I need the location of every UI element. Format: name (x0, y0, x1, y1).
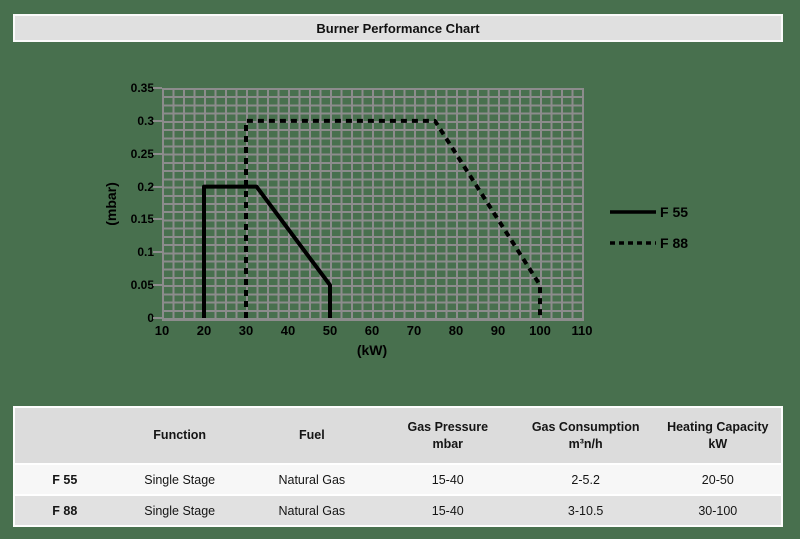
x-tick-label: 100 (529, 323, 551, 338)
table-cell: 15-40 (378, 494, 517, 525)
table-cell: Single Stage (114, 463, 245, 495)
y-tick-mark (153, 185, 162, 188)
y-tick-label: 0.05 (130, 278, 154, 293)
spec-table: Function Fuel Gas Pressure mbar Gas Consump… (15, 408, 781, 525)
x-tick-label: 30 (238, 323, 254, 338)
series-f-55 (202, 184, 332, 318)
page-title: Burner Performance Chart (316, 20, 480, 36)
y-tick-label: 0.35 (130, 81, 154, 95)
y-tick-mark (153, 317, 162, 319)
x-tick-label: 80 (448, 323, 464, 338)
y-tick-label: 0.2 (137, 179, 154, 194)
spec-table-panel: Function Fuel Gas Pressure mbar Gas Consump… (13, 406, 783, 527)
table-header-cell: Fuel (244, 408, 379, 464)
y-tick-mark (153, 284, 162, 287)
model-cell: F 88 (15, 494, 115, 525)
series-f-88 (244, 118, 542, 318)
legend-label: F 88 (660, 235, 689, 251)
x-tick-label: 20 (196, 323, 212, 338)
table-header-cell (15, 408, 115, 464)
table-cell: 20-50 (654, 463, 781, 495)
y-tick-label: 0.25 (130, 146, 154, 161)
x-axis-title: (kW) (356, 342, 388, 358)
table-header-cell: Function (114, 408, 245, 464)
y-tick-mark (153, 251, 162, 254)
chart-title-bar: Burner Performance Chart (13, 14, 783, 42)
model-cell: F 55 (15, 463, 115, 495)
dashed-line-sample-icon (610, 241, 656, 245)
x-tick-label: 10 (154, 323, 170, 338)
y-tick-mark (153, 218, 162, 221)
y-tick-mark (153, 87, 162, 89)
x-tick-label: 60 (364, 323, 380, 338)
table-header-cell: Gas Consumption m³n/h (516, 408, 655, 464)
table-row: F 55 Single Stage Natural Gas 15-40 2-5.2 20-… (15, 463, 781, 495)
x-tick-label: 70 (406, 323, 422, 338)
y-tick-label: 0.15 (130, 212, 154, 227)
solid-line-sample-icon (610, 210, 656, 214)
legend-label: F 55 (660, 204, 689, 220)
legend-item: F 55 (610, 201, 688, 223)
table-cell: 15-40 (378, 463, 517, 495)
legend-item: F 88 (610, 232, 688, 254)
table-header-row: Function Fuel Gas Pressure mbar Gas Consump… (15, 408, 781, 464)
legend: F 55 F 88 (610, 201, 688, 263)
y-tick-mark (153, 152, 162, 155)
x-tick-label: 90 (490, 323, 506, 338)
x-tick-label: 110 (571, 323, 593, 338)
table-cell: 2-5.2 (516, 463, 655, 495)
y-tick-label: 0 (147, 311, 154, 325)
x-tick-label: 50 (322, 323, 338, 338)
plot-area (162, 88, 584, 321)
table-row: F 88 Single Stage Natural Gas 15-40 3-10.5 30… (15, 494, 781, 525)
x-tick-label: 40 (280, 323, 296, 338)
table-cell: 3-10.5 (516, 494, 655, 525)
table-cell: 30-100 (654, 494, 781, 525)
series-lines (202, 118, 542, 318)
table-header-cell: Gas Pressure mbar (378, 408, 517, 464)
table-cell: Single Stage (114, 494, 245, 525)
y-tick-label: 0.1 (137, 245, 154, 260)
table-cell: Natural Gas (244, 494, 379, 525)
table-cell: Natural Gas (244, 463, 379, 495)
table-header-cell: Heating Capacity kW (654, 408, 781, 464)
y-tick-mark (153, 119, 162, 122)
y-tick-label: 0.3 (137, 113, 154, 128)
